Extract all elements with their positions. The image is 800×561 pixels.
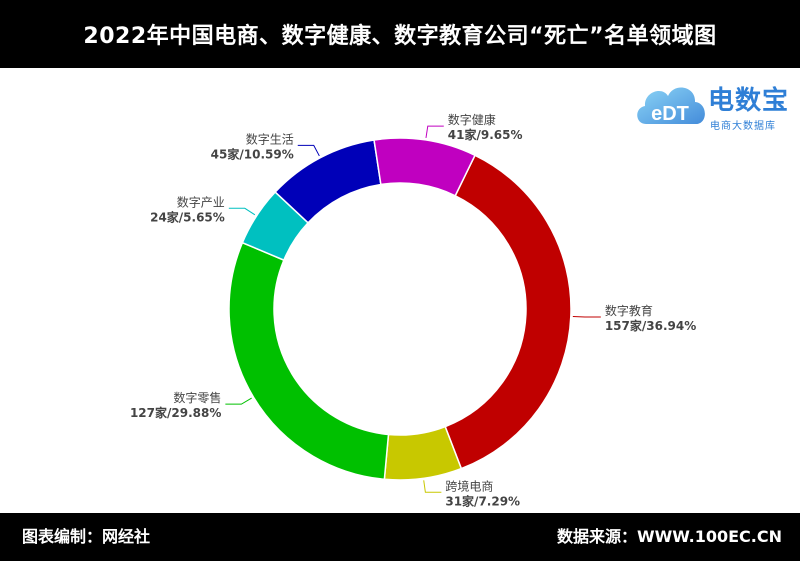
footer-credit: 图表编制：网经社	[22, 527, 151, 546]
slice-label-name-5: 数字生活	[246, 131, 294, 146]
donut-slice-1	[444, 154, 572, 470]
logo-mark: eDT	[651, 103, 689, 125]
chart-title-bar: 2022年中国电商、数字健康、数字教育公司“死亡”名单领域图	[0, 0, 800, 68]
slice-label-value-4: 24家/5.65%	[150, 209, 225, 224]
footer-bar: 图表编制：网经社 数据来源：WWW.100EC.CN	[0, 513, 800, 561]
footer-source: 数据来源：WWW.100EC.CN	[556, 527, 782, 546]
slice-label-name-1: 数字教育	[605, 303, 653, 318]
leader-line-1	[572, 316, 601, 318]
leader-line-2	[423, 480, 442, 493]
logo-subtitle: 电商大数据库	[710, 121, 776, 132]
leader-line-4	[228, 207, 256, 216]
slice-label-name-3: 数字零售	[173, 390, 221, 405]
leader-line-5	[297, 144, 320, 157]
logo-brand: 电数宝	[708, 86, 790, 116]
slice-label-value-1: 157家/36.94%	[605, 318, 696, 333]
donut-slice-6	[373, 137, 476, 197]
logo: eDT 电数宝 电商大数据库	[632, 72, 794, 138]
slice-label-name-2: 跨境电商	[445, 478, 493, 493]
slice-label-name-4: 数字产业	[177, 194, 225, 209]
slice-label-value-6: 41家/9.65%	[448, 127, 523, 142]
leader-line-3	[225, 397, 252, 405]
chart-title: 2022年中国电商、数字健康、数字教育公司“死亡”名单领域图	[83, 24, 717, 49]
slice-label-value-5: 45家/10.59%	[211, 146, 294, 161]
slice-label-name-6: 数字健康	[448, 112, 496, 127]
slice-label-value-2: 31家/7.29%	[445, 493, 520, 508]
donut-slice-3	[228, 241, 390, 481]
slice-label-value-3: 127家/29.88%	[130, 405, 221, 420]
cloud-logo-icon: eDT	[637, 87, 705, 125]
leader-line-6	[425, 125, 444, 139]
